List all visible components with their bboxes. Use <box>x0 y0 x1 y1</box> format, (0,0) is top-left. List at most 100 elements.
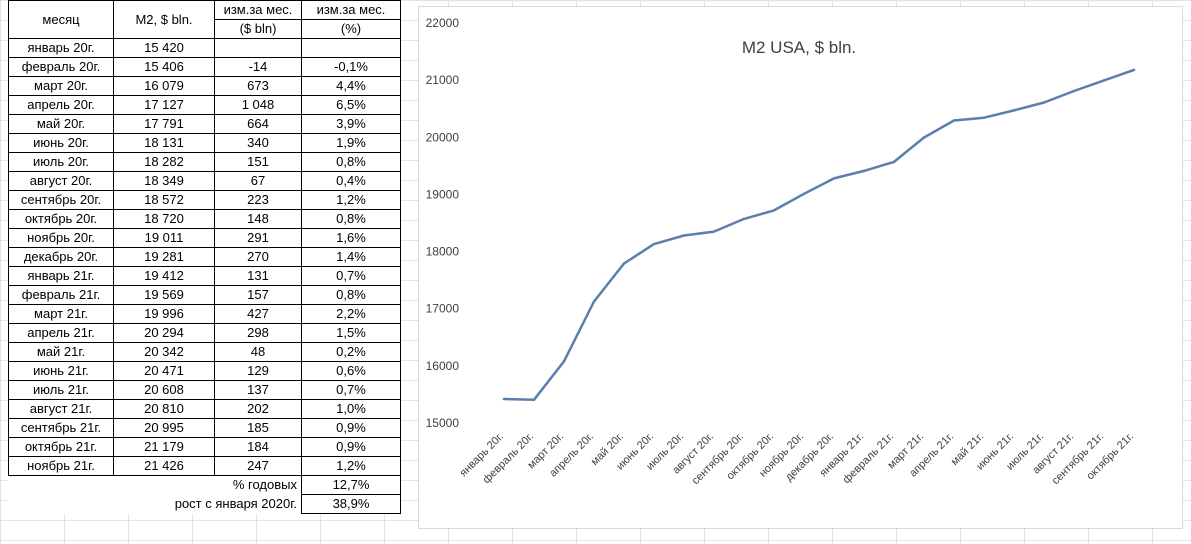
cell-change-abs[interactable]: 151 <box>214 152 302 172</box>
cell-change-abs[interactable]: 270 <box>214 247 302 267</box>
cell-month[interactable]: май 21г. <box>8 342 114 362</box>
cell-m2[interactable]: 20 342 <box>113 342 215 362</box>
cell-month[interactable]: август 20г. <box>8 171 114 191</box>
cell-m2[interactable]: 17 791 <box>113 114 215 134</box>
cell-month[interactable]: январь 20г. <box>8 38 114 58</box>
summary-value[interactable]: 38,9% <box>301 494 401 514</box>
cell-month[interactable]: февраль 20г. <box>8 57 114 77</box>
cell-month[interactable]: апрель 21г. <box>8 323 114 343</box>
cell-change-abs[interactable]: 223 <box>214 190 302 210</box>
cell-m2[interactable]: 20 995 <box>113 418 215 438</box>
cell-m2[interactable]: 20 608 <box>113 380 215 400</box>
cell-change-pct[interactable]: 0,6% <box>301 361 401 381</box>
cell-month[interactable]: август 21г. <box>8 399 114 419</box>
cell-change-abs[interactable]: 67 <box>214 171 302 191</box>
cell-m2[interactable]: 17 127 <box>113 95 215 115</box>
cell-change-pct[interactable]: 3,9% <box>301 114 401 134</box>
cell-change-pct[interactable]: 1,5% <box>301 323 401 343</box>
cell-m2[interactable]: 18 572 <box>113 190 215 210</box>
cell-change-abs[interactable]: 664 <box>214 114 302 134</box>
cell-change-pct[interactable]: 0,9% <box>301 437 401 457</box>
cell-change-abs[interactable]: 1 048 <box>214 95 302 115</box>
cell-month[interactable]: июнь 21г. <box>8 361 114 381</box>
cell-change-pct[interactable]: 1,9% <box>301 133 401 153</box>
cell-m2[interactable]: 19 569 <box>113 285 215 305</box>
cell-month[interactable]: февраль 21г. <box>8 285 114 305</box>
cell-change-abs[interactable]: 131 <box>214 266 302 286</box>
cell-month[interactable]: ноябрь 21г. <box>8 456 114 476</box>
cell-m2[interactable]: 18 349 <box>113 171 215 191</box>
cell-month[interactable]: март 21г. <box>8 304 114 324</box>
cell-change-pct[interactable]: 0,7% <box>301 380 401 400</box>
cell-change-abs[interactable]: 48 <box>214 342 302 362</box>
cell-change-pct[interactable]: 1,0% <box>301 399 401 419</box>
empty-cell[interactable] <box>9 495 114 514</box>
cell-change-pct[interactable]: 6,5% <box>301 95 401 115</box>
cell-change-abs[interactable]: 673 <box>214 76 302 96</box>
cell-month[interactable]: апрель 20г. <box>8 95 114 115</box>
cell-month[interactable]: июль 21г. <box>8 380 114 400</box>
header-chg-abs-line2[interactable]: ($ bln) <box>214 19 302 39</box>
cell-m2[interactable]: 16 079 <box>113 76 215 96</box>
cell-change-abs[interactable] <box>214 38 302 58</box>
summary-value[interactable]: 12,7% <box>301 475 401 495</box>
cell-change-abs[interactable]: 202 <box>214 399 302 419</box>
summary-label[interactable]: рост с января 2020г. <box>174 496 297 511</box>
cell-m2[interactable]: 15 420 <box>113 38 215 58</box>
cell-change-pct[interactable]: 1,2% <box>301 456 401 476</box>
cell-month[interactable]: июнь 20г. <box>8 133 114 153</box>
cell-m2[interactable]: 21 426 <box>113 456 215 476</box>
cell-change-abs[interactable]: 137 <box>214 380 302 400</box>
cell-month[interactable]: ноябрь 20г. <box>8 228 114 248</box>
cell-change-abs[interactable]: 340 <box>214 133 302 153</box>
cell-month[interactable]: сентябрь 21г. <box>8 418 114 438</box>
cell-change-abs[interactable]: 247 <box>214 456 302 476</box>
cell-change-abs[interactable]: 185 <box>214 418 302 438</box>
cell-change-abs[interactable]: 427 <box>214 304 302 324</box>
cell-m2[interactable]: 19 281 <box>113 247 215 267</box>
cell-change-pct[interactable] <box>301 38 401 58</box>
cell-change-pct[interactable]: 1,2% <box>301 190 401 210</box>
cell-change-abs[interactable]: 291 <box>214 228 302 248</box>
cell-month[interactable]: март 20г. <box>8 76 114 96</box>
empty-cell[interactable] <box>9 476 114 495</box>
cell-change-pct[interactable]: 0,9% <box>301 418 401 438</box>
cell-m2[interactable]: 19 412 <box>113 266 215 286</box>
cell-month[interactable]: октябрь 20г. <box>8 209 114 229</box>
header-chg-pct-line1[interactable]: изм.за мес. <box>301 0 401 20</box>
cell-m2[interactable]: 15 406 <box>113 57 215 77</box>
cell-m2[interactable]: 19 996 <box>113 304 215 324</box>
chart-container[interactable]: M2 USA, $ bln. 15000 16000 17000 18000 19000 2… <box>418 6 1183 529</box>
cell-month[interactable]: декабрь 20г. <box>8 247 114 267</box>
cell-change-pct[interactable]: 4,4% <box>301 76 401 96</box>
summary-label[interactable]: % годовых <box>232 477 297 493</box>
cell-change-abs[interactable]: 129 <box>214 361 302 381</box>
cell-change-pct[interactable]: -0,1% <box>301 57 401 77</box>
cell-m2[interactable]: 18 131 <box>113 133 215 153</box>
cell-month[interactable]: май 20г. <box>8 114 114 134</box>
header-m2[interactable]: M2, $ bln. <box>113 0 215 39</box>
cell-month[interactable]: июль 20г. <box>8 152 114 172</box>
header-chg-abs-line1[interactable]: изм.за мес. <box>214 0 302 20</box>
cell-m2[interactable]: 18 282 <box>113 152 215 172</box>
cell-month[interactable]: октябрь 21г. <box>8 437 114 457</box>
cell-change-pct[interactable]: 0,4% <box>301 171 401 191</box>
cell-m2[interactable]: 18 720 <box>113 209 215 229</box>
cell-change-pct[interactable]: 0,8% <box>301 285 401 305</box>
cell-change-abs[interactable]: 148 <box>214 209 302 229</box>
cell-m2[interactable]: 20 810 <box>113 399 215 419</box>
header-month[interactable]: месяц <box>8 0 114 39</box>
cell-m2[interactable]: 21 179 <box>113 437 215 457</box>
cell-m2[interactable]: 19 011 <box>113 228 215 248</box>
cell-change-pct[interactable]: 0,7% <box>301 266 401 286</box>
cell-change-pct[interactable]: 1,4% <box>301 247 401 267</box>
cell-change-abs[interactable]: -14 <box>214 57 302 77</box>
cell-change-pct[interactable]: 0,8% <box>301 152 401 172</box>
cell-month[interactable]: сентябрь 20г. <box>8 190 114 210</box>
cell-change-abs[interactable]: 298 <box>214 323 302 343</box>
cell-change-pct[interactable]: 1,6% <box>301 228 401 248</box>
cell-change-abs[interactable]: 184 <box>214 437 302 457</box>
header-chg-pct-line2[interactable]: (%) <box>301 19 401 39</box>
cell-change-abs[interactable]: 157 <box>214 285 302 305</box>
cell-change-pct[interactable]: 0,2% <box>301 342 401 362</box>
